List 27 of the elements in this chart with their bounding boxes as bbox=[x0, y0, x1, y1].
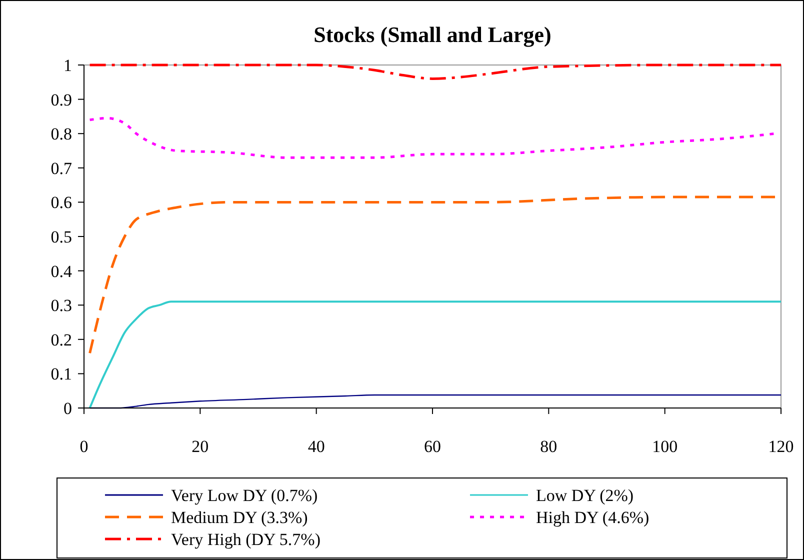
y-tick-label: 0.6 bbox=[50, 193, 72, 212]
x-tick-label: 40 bbox=[308, 437, 325, 456]
y-tick-label: 0.9 bbox=[50, 90, 72, 110]
chart-title: Stocks (Small and Large) bbox=[314, 22, 552, 47]
legend-label: Very Low DY (0.7%) bbox=[171, 486, 318, 505]
x-tick-label: 0 bbox=[80, 437, 88, 456]
line-series bbox=[88, 64, 782, 80]
line-series bbox=[88, 300, 782, 409]
y-tick-label: 0.3 bbox=[50, 296, 72, 316]
line-series bbox=[88, 116, 776, 159]
legend-label: Medium DY (3.3%) bbox=[171, 508, 308, 527]
y-tick-label: 0.7 bbox=[50, 158, 72, 178]
y-tick-label: 0 bbox=[64, 398, 72, 418]
y-tick-label: 1 bbox=[64, 56, 72, 75]
legend-label: Very High (DY 5.7%) bbox=[171, 530, 321, 549]
x-tick-label: 20 bbox=[192, 437, 209, 456]
x-tick-label: 60 bbox=[424, 437, 441, 456]
legend-label: Low DY (2%) bbox=[536, 486, 634, 505]
y-tick-label: 0.4 bbox=[50, 262, 72, 281]
x-tick-label: 120 bbox=[768, 437, 794, 456]
y-tick-label: 0.8 bbox=[50, 124, 72, 144]
legend-label: High DY (4.6%) bbox=[536, 508, 650, 527]
y-tick-label: 0.2 bbox=[50, 330, 72, 350]
y-tick-label: 0.1 bbox=[50, 364, 72, 384]
x-tick-label: 80 bbox=[540, 437, 558, 456]
x-tick-label: 100 bbox=[652, 437, 678, 456]
y-tick-label: 0.5 bbox=[50, 227, 72, 246]
